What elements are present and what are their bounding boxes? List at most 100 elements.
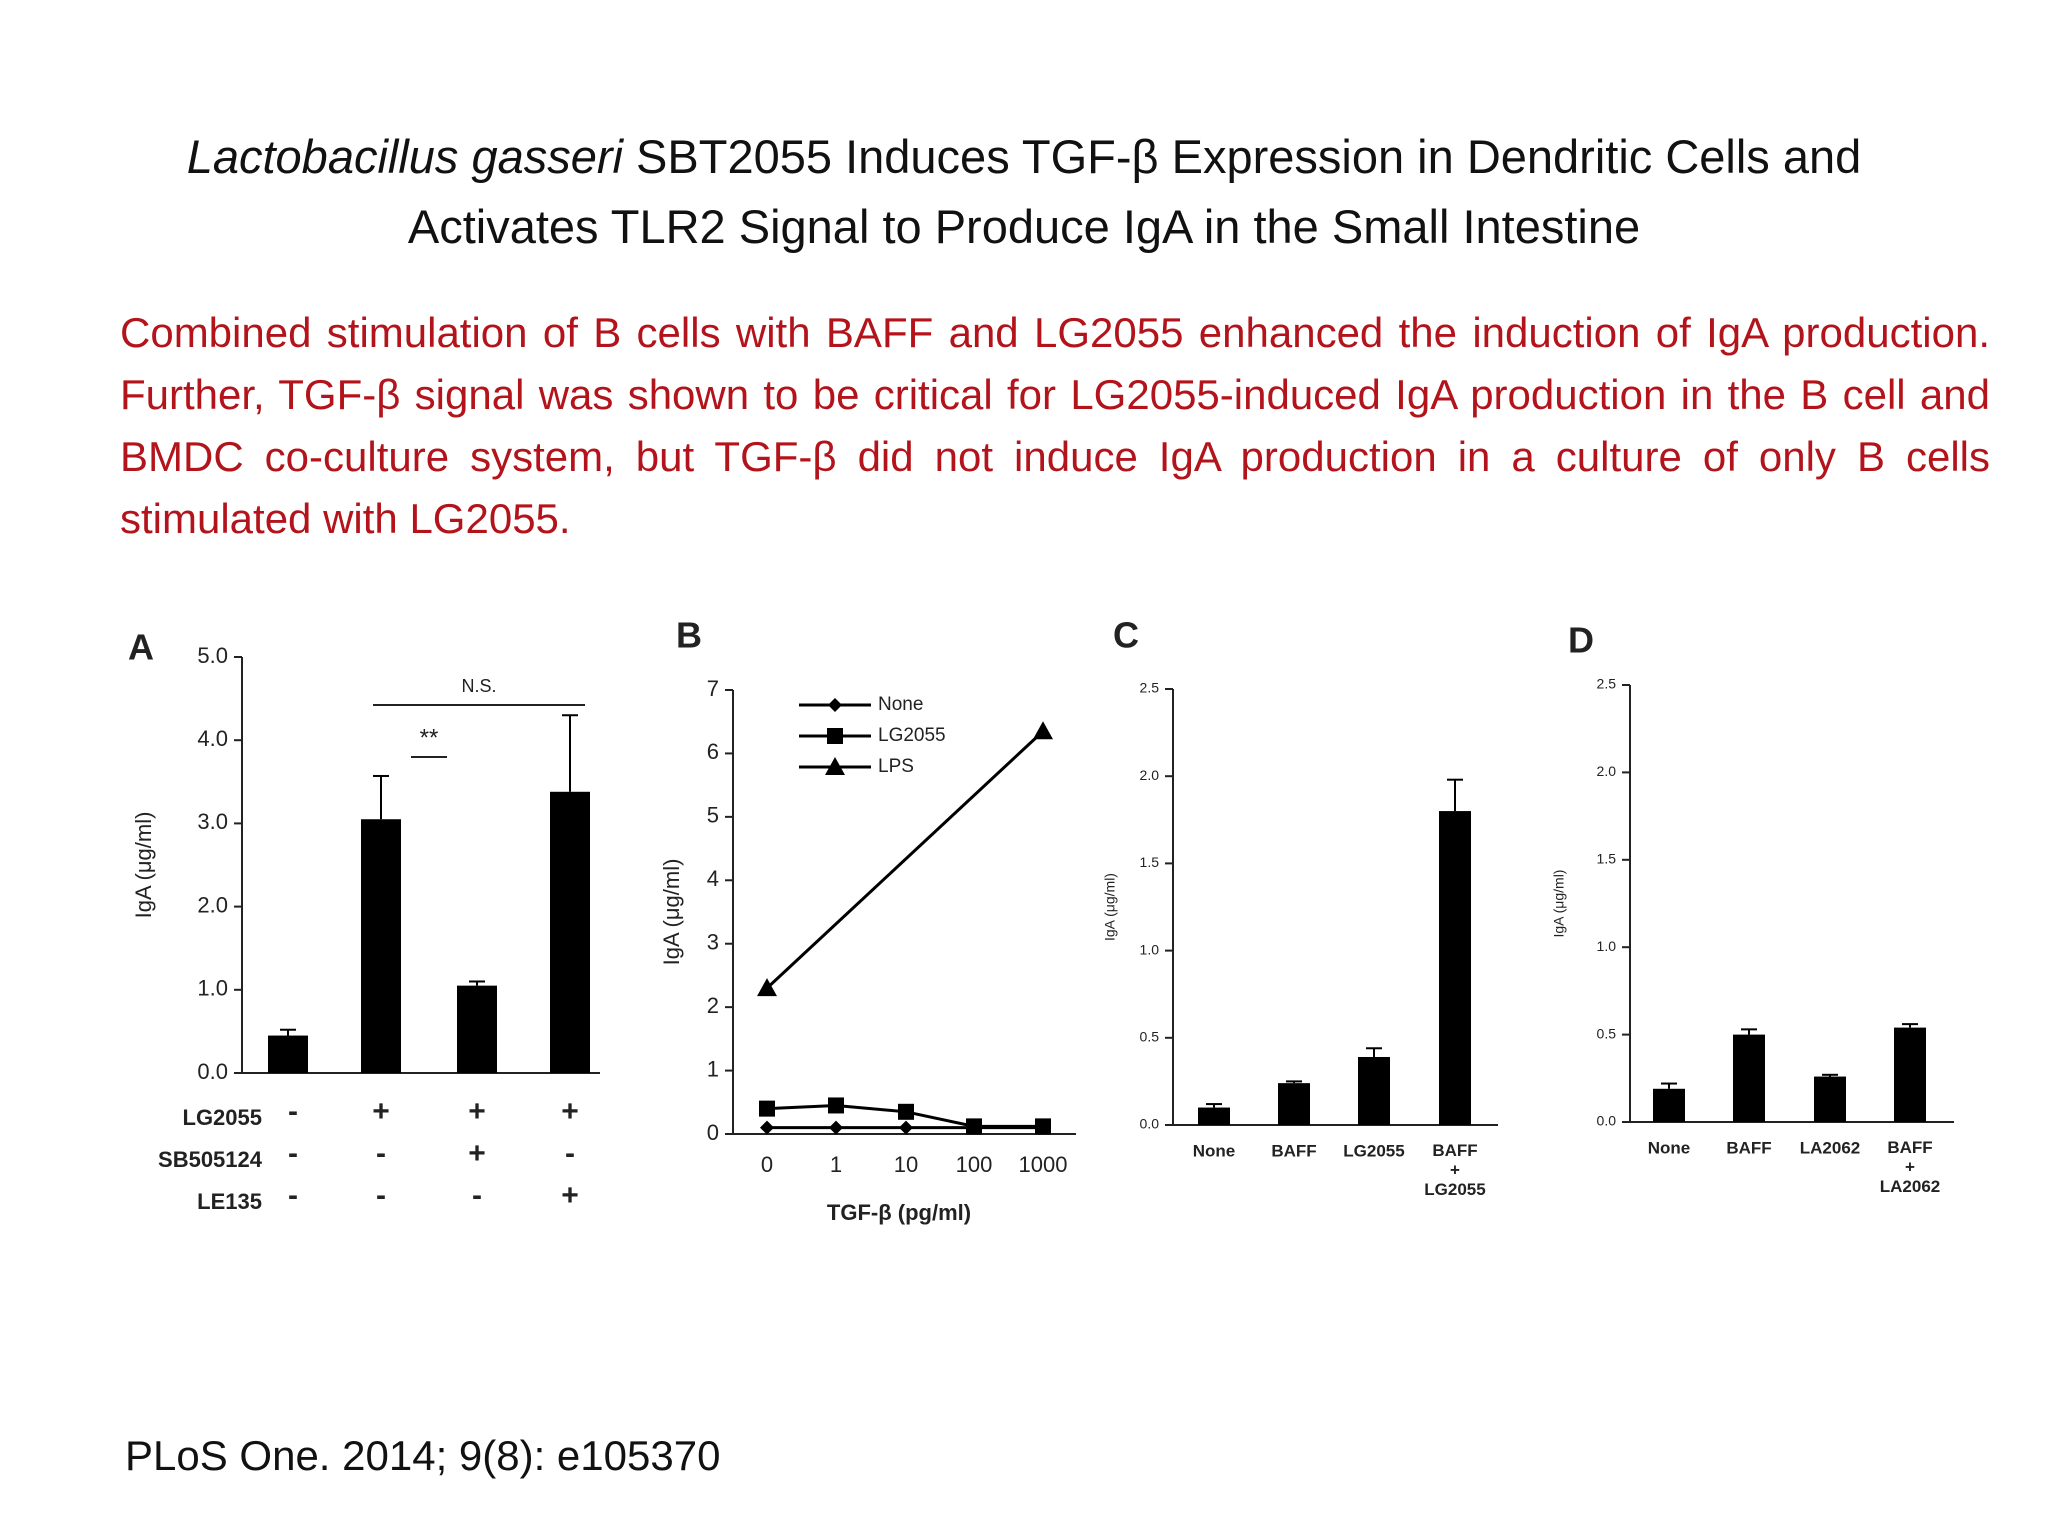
- citation: PLoS One. 2014; 9(8): e105370: [125, 1432, 721, 1479]
- bar: [1653, 1088, 1685, 1122]
- marker: [829, 1120, 843, 1135]
- row-label: LG2055: [183, 1105, 263, 1130]
- marker: [827, 728, 843, 744]
- x-tick-label: 10: [894, 1152, 918, 1177]
- x-tick-label: LG2055: [1343, 1141, 1404, 1160]
- marker: [828, 1097, 844, 1114]
- marker: [757, 978, 777, 997]
- y-tick-label: 4.0: [197, 726, 228, 751]
- y-tick-label: 1.0: [1597, 938, 1617, 954]
- marker: [760, 1120, 774, 1135]
- bar: [457, 985, 497, 1073]
- x-tick-label: 1: [830, 1152, 842, 1177]
- x-tick-label: 100: [956, 1152, 993, 1177]
- row-sign: +: [561, 1095, 579, 1128]
- y-tick-label: 3.0: [197, 809, 228, 834]
- x-tick-label: None: [1648, 1138, 1691, 1157]
- y-tick-label: 7: [707, 676, 719, 701]
- y-tick-label: 0.5: [1597, 1025, 1617, 1041]
- row-sign: -: [376, 1179, 386, 1212]
- y-tick-label: 1.0: [197, 976, 228, 1001]
- row-sign: -: [565, 1137, 575, 1170]
- y-tick-label: 0.0: [197, 1059, 228, 1084]
- y-tick-label: 1.5: [1140, 854, 1160, 870]
- y-tick-label: 2.0: [1140, 767, 1160, 783]
- y-axis-label: IgA (μg/ml): [659, 859, 684, 966]
- x-tick-label: BAFF + LG2055: [1424, 1141, 1485, 1199]
- y-tick-label: 0.5: [1140, 1029, 1160, 1045]
- marker: [898, 1103, 914, 1120]
- y-tick-label: 5.0: [197, 643, 228, 668]
- bar: [1278, 1083, 1310, 1125]
- row-sign: -: [288, 1137, 298, 1170]
- y-axis-label: IgA (μg/ml): [131, 812, 156, 919]
- row-sign: -: [472, 1179, 482, 1212]
- row-label: LE135: [197, 1189, 262, 1214]
- bar: [268, 1035, 308, 1073]
- y-tick-label: 1: [707, 1056, 719, 1081]
- row-sign: -: [376, 1137, 386, 1170]
- bar: [1814, 1076, 1846, 1122]
- bar: [1733, 1034, 1765, 1122]
- x-tick-label: BAFF: [1726, 1138, 1771, 1157]
- series-line: [765, 730, 1045, 990]
- x-tick-label: LA2062: [1800, 1138, 1860, 1157]
- marker: [1033, 721, 1053, 740]
- y-tick-label: 5: [707, 803, 719, 828]
- marker: [899, 1120, 913, 1135]
- row-sign: +: [561, 1179, 579, 1212]
- panel-label: A: [128, 627, 154, 668]
- row-label: SB505124: [158, 1147, 263, 1172]
- marker: [825, 757, 845, 775]
- x-tick-label: 1000: [1019, 1152, 1068, 1177]
- y-tick-label: 6: [707, 739, 719, 764]
- y-tick-label: 3: [707, 930, 719, 955]
- y-tick-label: 4: [707, 866, 719, 891]
- marker: [966, 1118, 982, 1135]
- row-sign: -: [288, 1179, 298, 1212]
- y-tick-label: 2.5: [1597, 676, 1617, 692]
- row-sign: -: [288, 1095, 298, 1128]
- row-sign: +: [468, 1137, 486, 1170]
- title-rest: SBT2055 Induces TGF-β Expression in Dend…: [407, 130, 1862, 253]
- y-tick-label: 2.5: [1140, 680, 1160, 696]
- summary-text: Combined stimulation of B cells with BAF…: [120, 309, 1990, 542]
- y-tick-label: 1.0: [1140, 941, 1160, 957]
- x-tick-label: BAFF: [1271, 1141, 1316, 1160]
- y-tick-label: 1.5: [1597, 851, 1617, 867]
- title-italic: Lactobacillus gasseri: [186, 130, 623, 183]
- y-axis-label: IgA (μg/ml): [1102, 873, 1118, 941]
- y-tick-label: 2.0: [197, 892, 228, 917]
- bar: [1358, 1056, 1390, 1125]
- slide-title: Lactobacillus gasseri SBT2055 Induces TG…: [100, 122, 1948, 262]
- y-tick-label: 0: [707, 1120, 719, 1145]
- y-tick-label: 2: [707, 993, 719, 1018]
- y-tick-label: 0.0: [1597, 1113, 1617, 1129]
- bar: [1439, 811, 1471, 1125]
- y-tick-label: 0.0: [1140, 1116, 1160, 1132]
- x-tick-label: BAFF + LA2062: [1880, 1138, 1940, 1196]
- y-axis-label: IgA (μg/ml): [1551, 870, 1567, 938]
- marker: [759, 1100, 775, 1117]
- legend-label: LPS: [878, 756, 914, 777]
- bar: [550, 791, 590, 1073]
- panel-label: C: [1113, 615, 1139, 656]
- marker: [828, 698, 842, 712]
- bar: [1894, 1027, 1926, 1122]
- annotation: N.S.: [461, 676, 496, 696]
- panel-label: B: [676, 615, 702, 656]
- bar: [1198, 1107, 1230, 1125]
- legend-label: None: [878, 694, 923, 715]
- y-tick-label: 2.0: [1597, 763, 1617, 779]
- x-tick-label: None: [1193, 1141, 1236, 1160]
- x-axis-label: TGF-β (pg/ml): [827, 1200, 971, 1225]
- x-tick-label: 0: [761, 1152, 773, 1177]
- row-sign: +: [468, 1095, 486, 1128]
- panel-label: D: [1568, 620, 1594, 661]
- annotation: **: [420, 724, 439, 751]
- row-sign: +: [372, 1095, 390, 1128]
- bar: [361, 819, 401, 1073]
- legend-label: LG2055: [878, 725, 946, 746]
